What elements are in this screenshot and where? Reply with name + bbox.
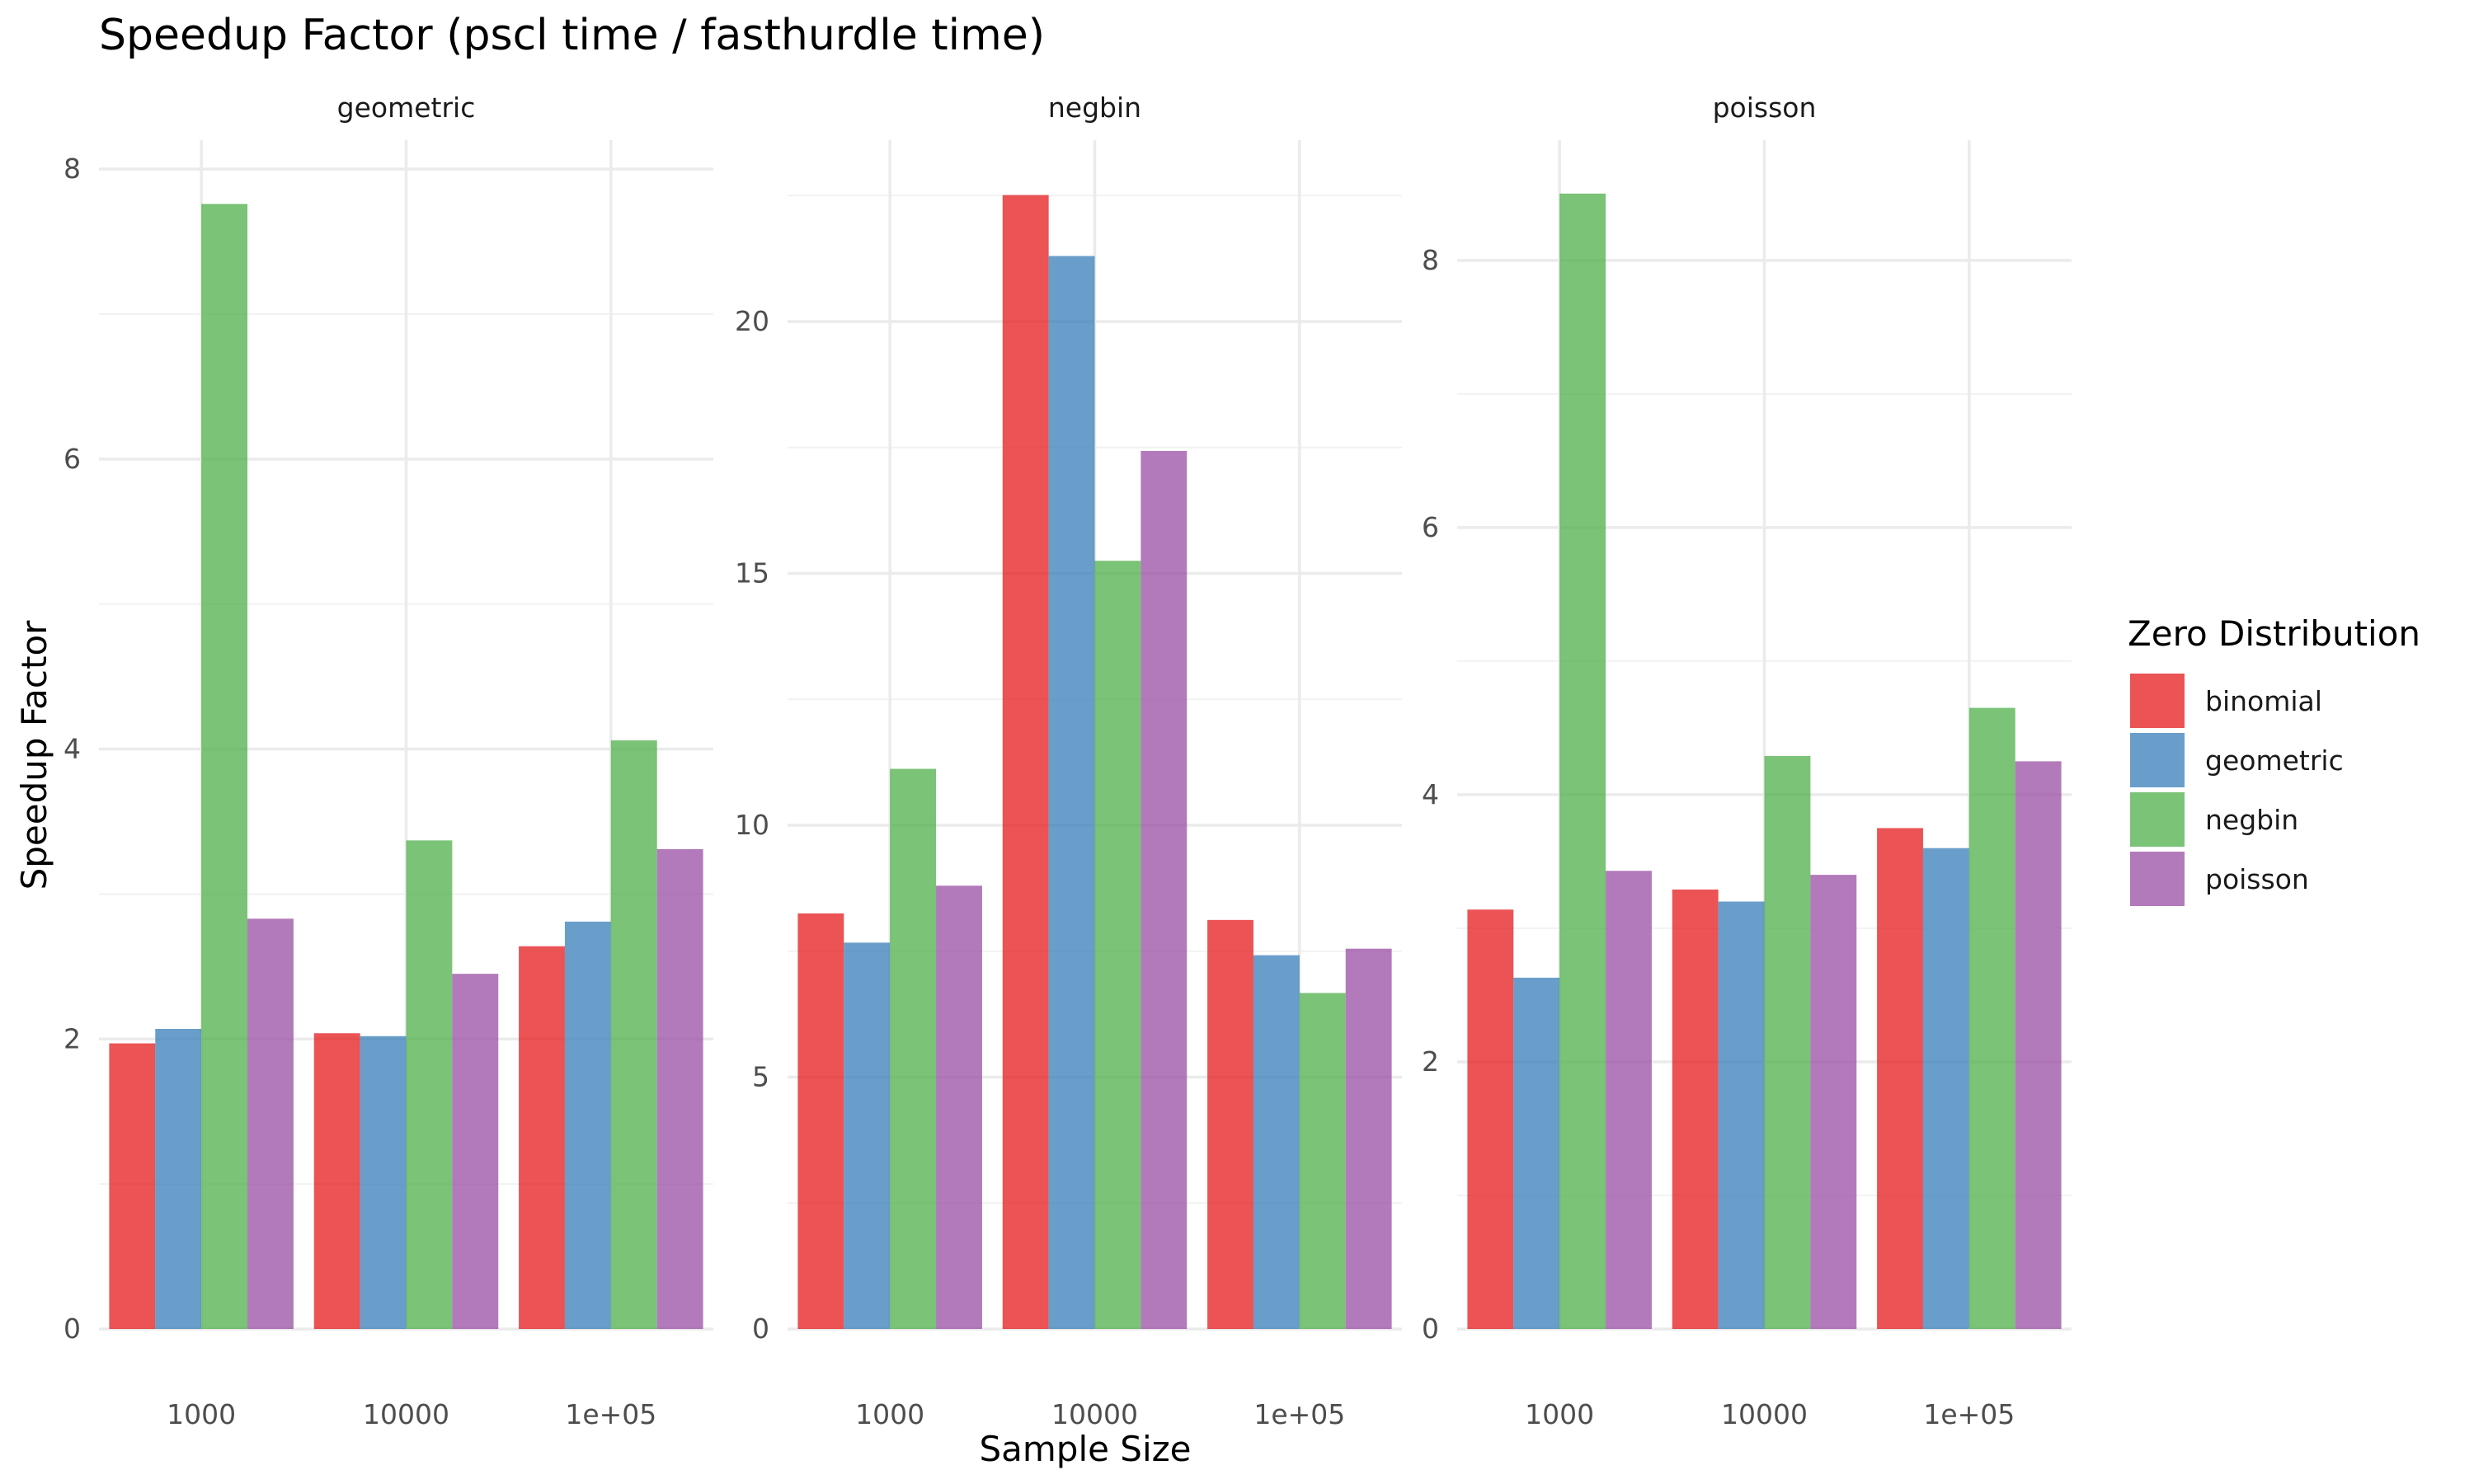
x-axis-title: Sample Size xyxy=(979,1429,1191,1469)
bar-geometric-binomial-1e+05 xyxy=(519,946,565,1329)
bar-negbin-geometric-1000 xyxy=(844,942,891,1329)
bar-geometric-poisson-1000 xyxy=(247,918,294,1329)
bar-geometric-poisson-1e+05 xyxy=(656,848,703,1329)
bar-geometric-binomial-1000 xyxy=(109,1043,156,1329)
y-axis-title: Speedup Factor xyxy=(14,620,54,890)
bar-negbin-negbin-1e+05 xyxy=(1299,993,1346,1329)
facet-panel-geometric: 0 2 4 6 8 1000 10000 1e+05 geometric xyxy=(63,92,713,1430)
bar-negbin-poisson-1000 xyxy=(936,885,982,1329)
legend-label-poisson: poisson xyxy=(2205,863,2309,895)
bar-negbin-binomial-1e+05 xyxy=(1207,919,1253,1329)
facet-panel-poisson: 0 2 4 6 8 1000 10000 1e+05 poisson xyxy=(1422,92,2072,1430)
bar-poisson-binomial-1e+05 xyxy=(1877,828,1923,1329)
bar-poisson-poisson-1000 xyxy=(1606,871,1652,1329)
x-tick-label: 1000 xyxy=(1525,1398,1594,1430)
bar-poisson-binomial-1000 xyxy=(1467,909,1514,1329)
y-tick-label: 0 xyxy=(752,1313,769,1345)
y-tick-label: 8 xyxy=(63,153,81,185)
bar-poisson-binomial-10000 xyxy=(1672,889,1719,1329)
legend-key-negbin xyxy=(2130,792,2185,847)
bar-geometric-negbin-1000 xyxy=(201,204,248,1329)
legend-label-binomial: binomial xyxy=(2205,685,2322,717)
y-tick-label: 8 xyxy=(1422,244,1439,276)
x-tick-label: 1e+05 xyxy=(565,1398,656,1430)
x-tick-label: 1000 xyxy=(167,1398,236,1430)
y-tick-label: 0 xyxy=(1422,1313,1439,1345)
bar-negbin-negbin-10000 xyxy=(1094,561,1141,1329)
bar-poisson-geometric-1e+05 xyxy=(1922,848,1969,1329)
bar-geometric-negbin-10000 xyxy=(406,840,453,1329)
bar-poisson-negbin-10000 xyxy=(1764,755,1811,1329)
x-tick-label: 1e+05 xyxy=(1253,1398,1345,1430)
x-tick-label: 10000 xyxy=(1051,1398,1138,1430)
bar-negbin-binomial-10000 xyxy=(1002,195,1049,1330)
bar-negbin-binomial-1000 xyxy=(797,913,844,1329)
facet-strip-label: poisson xyxy=(1713,92,1817,124)
bar-negbin-poisson-1e+05 xyxy=(1345,948,1392,1329)
y-tick-label: 6 xyxy=(63,443,81,475)
bar-poisson-poisson-10000 xyxy=(1810,875,1857,1329)
bar-poisson-negbin-1e+05 xyxy=(1968,707,2015,1329)
bar-geometric-poisson-10000 xyxy=(452,974,499,1329)
facet-strip-label: negbin xyxy=(1048,92,1141,124)
facet-strip-label: geometric xyxy=(337,92,476,124)
y-tick-label: 4 xyxy=(63,733,81,765)
bar-negbin-negbin-1000 xyxy=(890,768,937,1329)
legend-key-geometric xyxy=(2130,733,2185,787)
y-tick-label: 2 xyxy=(63,1022,81,1054)
bar-geometric-geometric-1e+05 xyxy=(564,921,611,1329)
bar-geometric-binomial-10000 xyxy=(313,1033,360,1329)
y-tick-label: 6 xyxy=(1422,511,1439,543)
bar-geometric-geometric-1000 xyxy=(155,1028,202,1329)
x-tick-label: 1e+05 xyxy=(1923,1398,2015,1430)
bar-poisson-poisson-1e+05 xyxy=(2015,761,2062,1329)
facet-panel-negbin: 0 5 10 15 20 1000 10000 1e+05 negbin xyxy=(735,92,1402,1430)
bar-negbin-poisson-10000 xyxy=(1141,450,1188,1329)
bar-geometric-geometric-10000 xyxy=(360,1036,407,1329)
bar-negbin-geometric-10000 xyxy=(1048,256,1095,1329)
legend-key-poisson xyxy=(2130,852,2185,906)
y-tick-label: 10 xyxy=(735,809,769,841)
y-tick-label: 5 xyxy=(752,1060,769,1092)
y-tick-label: 4 xyxy=(1422,778,1439,810)
x-tick-label: 10000 xyxy=(1721,1398,1808,1430)
legend-label-geometric: geometric xyxy=(2205,744,2344,777)
x-tick-label: 10000 xyxy=(363,1398,449,1430)
y-tick-label: 20 xyxy=(735,305,769,337)
legend-title: Zero Distribution xyxy=(2128,613,2420,654)
legend-label-negbin: negbin xyxy=(2205,804,2298,836)
y-tick-label: 2 xyxy=(1422,1045,1439,1078)
bar-poisson-negbin-1000 xyxy=(1559,193,1606,1330)
legend: Zero Distribution binomial geometric negbi… xyxy=(2128,613,2420,906)
y-tick-label: 0 xyxy=(63,1313,81,1345)
bar-poisson-geometric-10000 xyxy=(1718,901,1765,1329)
bar-negbin-geometric-1e+05 xyxy=(1253,955,1300,1329)
chart-title: Speedup Factor (pscl time / fasthurdle t… xyxy=(99,11,1045,60)
legend-key-binomial xyxy=(2130,674,2185,728)
bar-poisson-geometric-1000 xyxy=(1513,977,1560,1329)
x-tick-label: 1000 xyxy=(855,1398,924,1430)
y-tick-label: 15 xyxy=(735,556,769,589)
bar-geometric-negbin-1e+05 xyxy=(610,740,657,1329)
